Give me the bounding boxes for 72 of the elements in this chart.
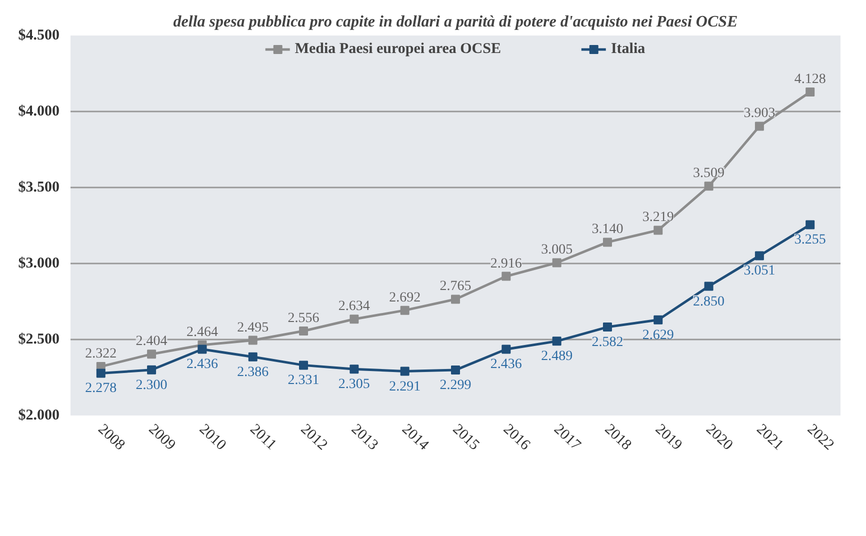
data-label: 2.436 [490, 357, 522, 372]
point [602, 322, 612, 332]
point [806, 88, 815, 97]
point [754, 122, 764, 131]
y-tick-label: $4.000 [18, 104, 60, 120]
point [400, 306, 410, 315]
x-tick-label: 2020 [702, 421, 736, 454]
point [147, 365, 156, 374]
data-label: 2.322 [85, 346, 117, 362]
data-label: 2.278 [85, 381, 117, 396]
data-label: 3.255 [794, 232, 826, 248]
data-label: 3.051 [744, 264, 776, 279]
data-label: 2.305 [338, 377, 370, 392]
point [451, 294, 460, 304]
y-tick-label: $4.500 [18, 28, 60, 44]
data-label: 2.404 [136, 334, 168, 350]
data-label: 2.495 [237, 320, 269, 336]
x-tick-label: 2019 [652, 421, 685, 454]
legend-label: Media Paesi europei area OCSE [294, 40, 501, 58]
point [147, 350, 156, 359]
data-label: 2.629 [642, 328, 674, 343]
point [502, 272, 511, 281]
data-label: 2.850 [693, 294, 725, 310]
y-tick-label: $2.500 [18, 332, 60, 348]
data-label: 3.005 [541, 242, 573, 258]
point [198, 344, 207, 354]
x-tick-label: 2010 [196, 421, 229, 454]
chart-title: della spesa pubblica pro capite in dollari a parità di potere d'acquisto nei Paesi OCSE [173, 14, 738, 30]
x-tick-label: 2017 [550, 421, 584, 454]
data-label: 2.634 [338, 299, 370, 314]
data-label: 3.219 [642, 210, 674, 226]
point [350, 314, 359, 324]
point [806, 220, 815, 230]
point [248, 352, 258, 362]
y-tick-label: $2.000 [18, 408, 60, 424]
point [552, 336, 562, 346]
legend-label: Italia [610, 40, 646, 58]
data-label: 2.436 [186, 357, 218, 372]
point [654, 315, 663, 324]
data-label: 2.692 [389, 290, 421, 306]
data-label: 2.765 [440, 279, 472, 294]
y-tick-label: $3.500 [18, 180, 60, 196]
data-label: 2.299 [440, 378, 472, 394]
point [299, 326, 308, 336]
data-label: 2.464 [186, 324, 218, 340]
point [552, 258, 562, 268]
data-label: 3.903 [744, 106, 776, 122]
point [96, 368, 106, 378]
x-tick-label: 2009 [145, 421, 178, 454]
data-label: 2.300 [136, 378, 168, 393]
data-label: 2.489 [541, 349, 573, 364]
point [400, 366, 410, 376]
data-label: 2.291 [389, 379, 421, 394]
y-tick-label: $3.000 [18, 256, 60, 272]
point [654, 226, 663, 235]
data-label: 2.916 [490, 256, 522, 272]
data-label: 2.582 [592, 335, 624, 350]
point [502, 344, 511, 354]
point [704, 182, 714, 191]
data-label: 3.509 [693, 166, 725, 182]
data-label: 2.386 [237, 364, 269, 380]
data-label: 3.140 [592, 222, 624, 238]
point [602, 238, 612, 247]
point [248, 336, 258, 345]
point [350, 364, 359, 374]
point [754, 251, 764, 260]
data-label: 2.556 [288, 310, 320, 326]
point [451, 366, 460, 375]
data-label: 2.331 [288, 373, 320, 388]
point [704, 282, 714, 291]
point [299, 360, 308, 370]
data-label: 4.128 [794, 72, 826, 88]
